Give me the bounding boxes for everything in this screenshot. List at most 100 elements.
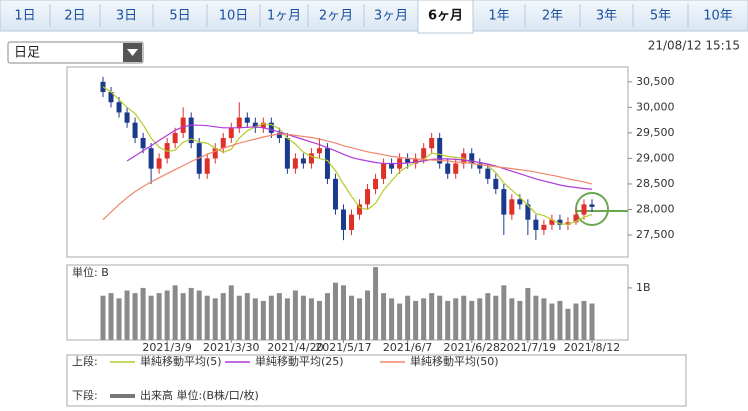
candle-body xyxy=(316,148,322,154)
volume-bar xyxy=(421,298,427,340)
tab[interactable]: 3年 xyxy=(596,9,617,24)
candle-body xyxy=(124,112,130,123)
candle-body xyxy=(589,204,595,207)
volume-bar xyxy=(549,303,555,340)
volume-bar xyxy=(260,300,266,340)
legend-label: 単純移動平均(5) xyxy=(140,354,222,368)
x-tick-label: 2021/5/17 xyxy=(315,341,371,354)
highlight-circle xyxy=(575,192,609,226)
volume-bar xyxy=(284,298,290,340)
candle-body xyxy=(349,214,355,230)
candle-body xyxy=(308,153,314,164)
volume-bar xyxy=(373,267,379,340)
candle-body xyxy=(180,117,186,133)
legend-label: 単純移動平均(50) xyxy=(410,354,499,368)
tab[interactable]: 5年 xyxy=(650,9,671,24)
volume-bar xyxy=(445,300,451,340)
candle-body xyxy=(469,153,475,164)
tab[interactable]: 5日 xyxy=(169,9,190,24)
volume-bar xyxy=(477,298,483,340)
volume-bar xyxy=(204,295,210,340)
volume-bar xyxy=(381,293,387,340)
legend-box xyxy=(66,354,687,407)
tab[interactable]: 10日 xyxy=(219,9,249,24)
candle-body xyxy=(549,219,555,225)
volume-bar xyxy=(485,293,491,340)
candle-body xyxy=(453,163,459,174)
dropdown-arrow xyxy=(127,49,138,56)
tab[interactable]: 2ヶ月 xyxy=(319,9,353,24)
candle-body xyxy=(260,122,266,128)
x-tick-label: 2021/4/20 xyxy=(267,341,323,354)
dropdown-label: 日足 xyxy=(14,46,40,61)
volume-bar xyxy=(365,290,371,340)
candle-body xyxy=(212,148,218,159)
x-tick-label: 2021/7/19 xyxy=(500,341,556,354)
candle-body xyxy=(324,148,330,179)
volume-unit: 単位: B xyxy=(72,265,109,279)
tab[interactable]: 1年 xyxy=(488,9,509,24)
volume-bar xyxy=(469,300,475,340)
candle-body xyxy=(389,163,395,169)
tab[interactable]: 1ヶ月 xyxy=(267,9,301,24)
volume-bar xyxy=(461,295,467,340)
candle-body xyxy=(573,214,579,223)
candle-body xyxy=(493,178,499,190)
volume-bar xyxy=(252,298,258,340)
volume-bar xyxy=(228,285,234,340)
candle-body xyxy=(485,168,491,179)
tab-bar xyxy=(0,0,748,32)
candle-body xyxy=(140,137,146,149)
candle-body xyxy=(172,132,178,144)
tab[interactable]: 2日 xyxy=(64,9,85,24)
tab[interactable]: 6ヶ月 xyxy=(428,9,463,24)
candle-body xyxy=(220,137,226,149)
candle-body xyxy=(557,219,563,225)
candle-body xyxy=(437,137,443,164)
candle-body xyxy=(541,224,547,230)
candle-body xyxy=(517,199,523,205)
y-tick-label: 30,500 xyxy=(636,75,675,88)
volume-bar xyxy=(357,298,363,340)
x-tick-label: 2021/6/7 xyxy=(383,341,432,354)
candle-body xyxy=(445,163,451,174)
volume-bar xyxy=(180,293,186,340)
y-tick-label: 30,000 xyxy=(636,100,675,113)
tab[interactable]: 3ヶ月 xyxy=(374,9,408,24)
volume-bar xyxy=(116,298,122,340)
volume-bar xyxy=(308,298,314,340)
candle-body xyxy=(565,222,571,225)
volume-bar xyxy=(164,290,170,340)
volume-tick-label: 1B xyxy=(636,281,651,294)
volume-bar xyxy=(300,295,306,340)
dropdown[interactable] xyxy=(7,41,144,64)
legend-label: 単純移動平均(25) xyxy=(255,354,344,368)
volume-bar xyxy=(429,293,435,340)
legend-upper-label: 上段: xyxy=(72,354,98,368)
y-tick-label: 28,000 xyxy=(636,203,675,216)
volume-bar xyxy=(533,295,539,340)
candle-body xyxy=(300,158,306,164)
volume-bar xyxy=(124,290,130,340)
volume-bar xyxy=(236,295,242,340)
volume-bar xyxy=(244,293,250,340)
volume-bar xyxy=(517,300,523,340)
tab[interactable]: 2年 xyxy=(542,9,563,24)
candle-body xyxy=(413,158,419,164)
candle-body xyxy=(581,204,587,215)
tab[interactable]: 10年 xyxy=(703,9,733,24)
x-tick-label: 2021/6/28 xyxy=(444,341,500,354)
candle-body xyxy=(332,178,338,210)
volume-bar xyxy=(509,298,515,340)
candle-body xyxy=(421,148,427,159)
tab[interactable]: 3日 xyxy=(116,9,137,24)
volume-bar xyxy=(292,290,298,340)
candle-body xyxy=(156,158,162,169)
candle-body xyxy=(148,148,154,169)
candle-body xyxy=(373,178,379,190)
tab[interactable]: 1日 xyxy=(14,9,35,24)
volume-bar xyxy=(172,285,178,340)
candle-body xyxy=(525,204,531,220)
candle-body xyxy=(204,158,210,174)
